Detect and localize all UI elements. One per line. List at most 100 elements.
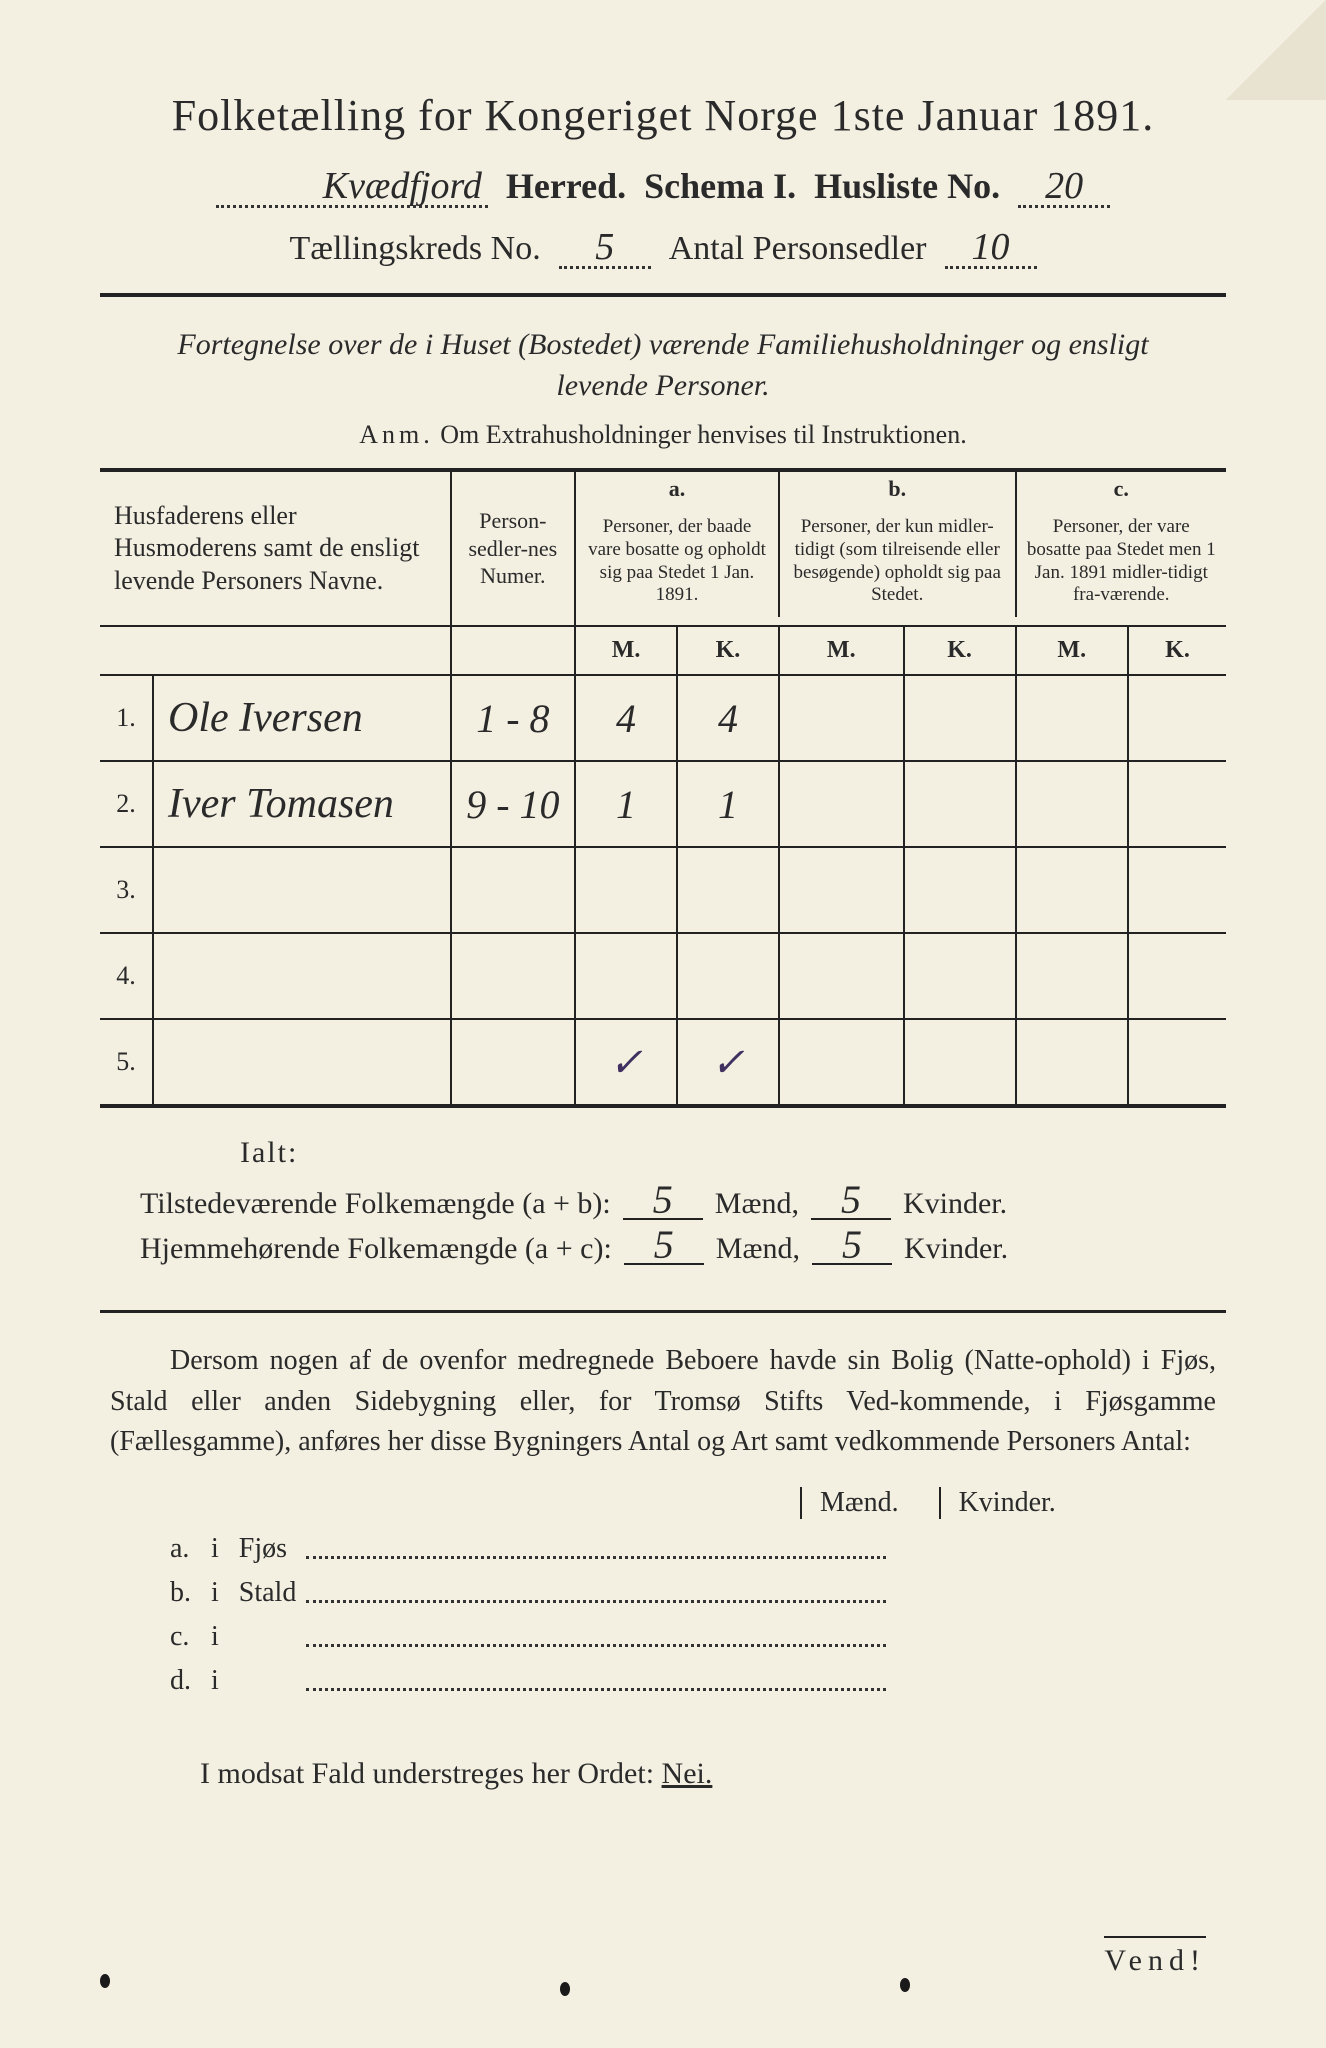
kreds-value: 5 [559, 228, 651, 269]
census-form-page: Folketælling for Kongeriget Norge 1ste J… [0, 0, 1326, 2048]
row-numer [451, 933, 575, 1019]
row-a-k: 4 [677, 675, 779, 761]
row-numer: 1 - 8 [451, 675, 575, 761]
bld-row: c. i [160, 1615, 886, 1659]
row-a-m: 4 [575, 675, 677, 761]
row-a-m: 1 [575, 761, 677, 847]
col-numer: Person-sedler-nes Numer. [451, 470, 575, 626]
bld-label [229, 1659, 307, 1703]
row-name [153, 1019, 451, 1106]
anm-text: Om Extrahusholdninger henvises til Instr… [440, 420, 966, 449]
bld-maend: Mænd. [800, 1487, 899, 1519]
row-numer: 9 - 10 [451, 761, 575, 847]
bld-i: i [201, 1659, 229, 1703]
row-c-k [1128, 933, 1226, 1019]
header-row-2: Tællingskreds No. 5 Antal Personsedler 1… [100, 228, 1226, 269]
bld-dots [306, 1527, 886, 1571]
vend-label: Vend! [1104, 1936, 1206, 1978]
page-title: Folketælling for Kongeriget Norge 1ste J… [100, 90, 1226, 141]
c-m: M. [1016, 626, 1128, 675]
antal-label: Antal Personsedler [669, 230, 927, 268]
row-idx: 5. [100, 1019, 153, 1106]
anm-line: Anm. Om Extrahusholdninger henvises til … [100, 420, 1226, 450]
row-c-m [1016, 675, 1128, 761]
bld-dots [306, 1571, 886, 1615]
sum2-maend: Mænd, [716, 1232, 800, 1266]
row-name: Iver Tomasen [153, 761, 451, 847]
row-b-m [779, 761, 904, 847]
row-c-k [1128, 675, 1226, 761]
ink-speck-icon [900, 1978, 910, 1992]
ialt-label: Ialt: [240, 1136, 298, 1169]
sum1-k: 5 [811, 1182, 891, 1220]
row-idx: 4. [100, 933, 153, 1019]
bld-i: i [201, 1615, 229, 1659]
c-k: K. [1128, 626, 1226, 675]
sum2-kvinder: Kvinder. [904, 1232, 1008, 1266]
row-b-m [779, 847, 904, 933]
col-a-desc: Personer, der baade vare bosatte og opho… [575, 506, 779, 617]
bld-label [229, 1615, 307, 1659]
sum-line-1: Tilstedeværende Folkemængde (a + b): 5 M… [140, 1182, 1226, 1221]
sum2-m: 5 [624, 1227, 704, 1265]
form-subtitle: Fortegnelse over de i Huset (Bostedet) v… [140, 325, 1186, 406]
husliste-label: Husliste No. [814, 165, 1000, 207]
row-a-m [575, 847, 677, 933]
row-numer [451, 1019, 575, 1106]
sum2-k: 5 [812, 1227, 892, 1265]
a-m: M. [575, 626, 677, 675]
bld-i: i [201, 1527, 229, 1571]
row-numer [451, 847, 575, 933]
row-a-k [677, 847, 779, 933]
row-c-k [1128, 1019, 1226, 1106]
nei-line: I modsat Fald understreges her Ordet: Ne… [200, 1757, 1226, 1791]
divider-2 [100, 1310, 1226, 1313]
row-b-k [904, 933, 1016, 1019]
row-a-k: 1 [677, 761, 779, 847]
bld-key: a. [160, 1527, 201, 1571]
bld-row: d. i [160, 1659, 886, 1703]
nei-word: Nei. [662, 1757, 713, 1790]
row-a-k [677, 933, 779, 1019]
a-k: K. [677, 626, 779, 675]
bld-kvinder: Kvinder. [939, 1487, 1056, 1519]
b-m: M. [779, 626, 904, 675]
row-b-k [904, 675, 1016, 761]
row-idx: 2. [100, 761, 153, 847]
ink-speck-icon [560, 1982, 570, 1996]
sum1-maend: Mænd, [715, 1187, 799, 1221]
nei-prefix: I modsat Fald understreges her Ordet: [200, 1757, 654, 1790]
col-c-label: c. [1016, 470, 1226, 506]
header-row-1: Kvædfjord Herred. Schema I. Husliste No.… [100, 165, 1226, 208]
col-names: Husfaderens eller Husmoderens samt de en… [100, 470, 451, 626]
row-a-m: ✓ [575, 1019, 677, 1106]
schema-label: Schema I. [644, 165, 796, 207]
row-a-k: ✓ [677, 1019, 779, 1106]
row-c-k [1128, 761, 1226, 847]
buildings-paragraph: Dersom nogen af de ovenfor medregnede Be… [110, 1341, 1216, 1463]
herred-value: Kvædfjord [216, 167, 488, 208]
row-c-k [1128, 847, 1226, 933]
row-a-m [575, 933, 677, 1019]
bld-row: a. i Fjøs [160, 1527, 886, 1571]
row-c-m [1016, 761, 1128, 847]
b-k: K. [904, 626, 1016, 675]
bld-dots [306, 1615, 886, 1659]
row-b-k [904, 847, 1016, 933]
row-b-m [779, 1019, 904, 1106]
row-c-m [1016, 847, 1128, 933]
row-b-m [779, 933, 904, 1019]
col-b-desc: Personer, der kun midler-tidigt (som til… [779, 506, 1016, 617]
row-c-m [1016, 1019, 1128, 1106]
sum-line-2: Hjemmehørende Folkemængde (a + c): 5 Mæn… [140, 1227, 1226, 1266]
ialt-block: Ialt: [240, 1136, 1226, 1170]
row-b-k [904, 761, 1016, 847]
row-name [153, 847, 451, 933]
row-b-m [779, 675, 904, 761]
row-c-m [1016, 933, 1128, 1019]
col-a-label: a. [575, 470, 779, 506]
sum2-label: Hjemmehørende Folkemængde (a + c): [140, 1232, 612, 1266]
census-table: Husfaderens eller Husmoderens samt de en… [100, 468, 1226, 1108]
sum1-kvinder: Kvinder. [903, 1187, 1007, 1221]
row-name [153, 933, 451, 1019]
